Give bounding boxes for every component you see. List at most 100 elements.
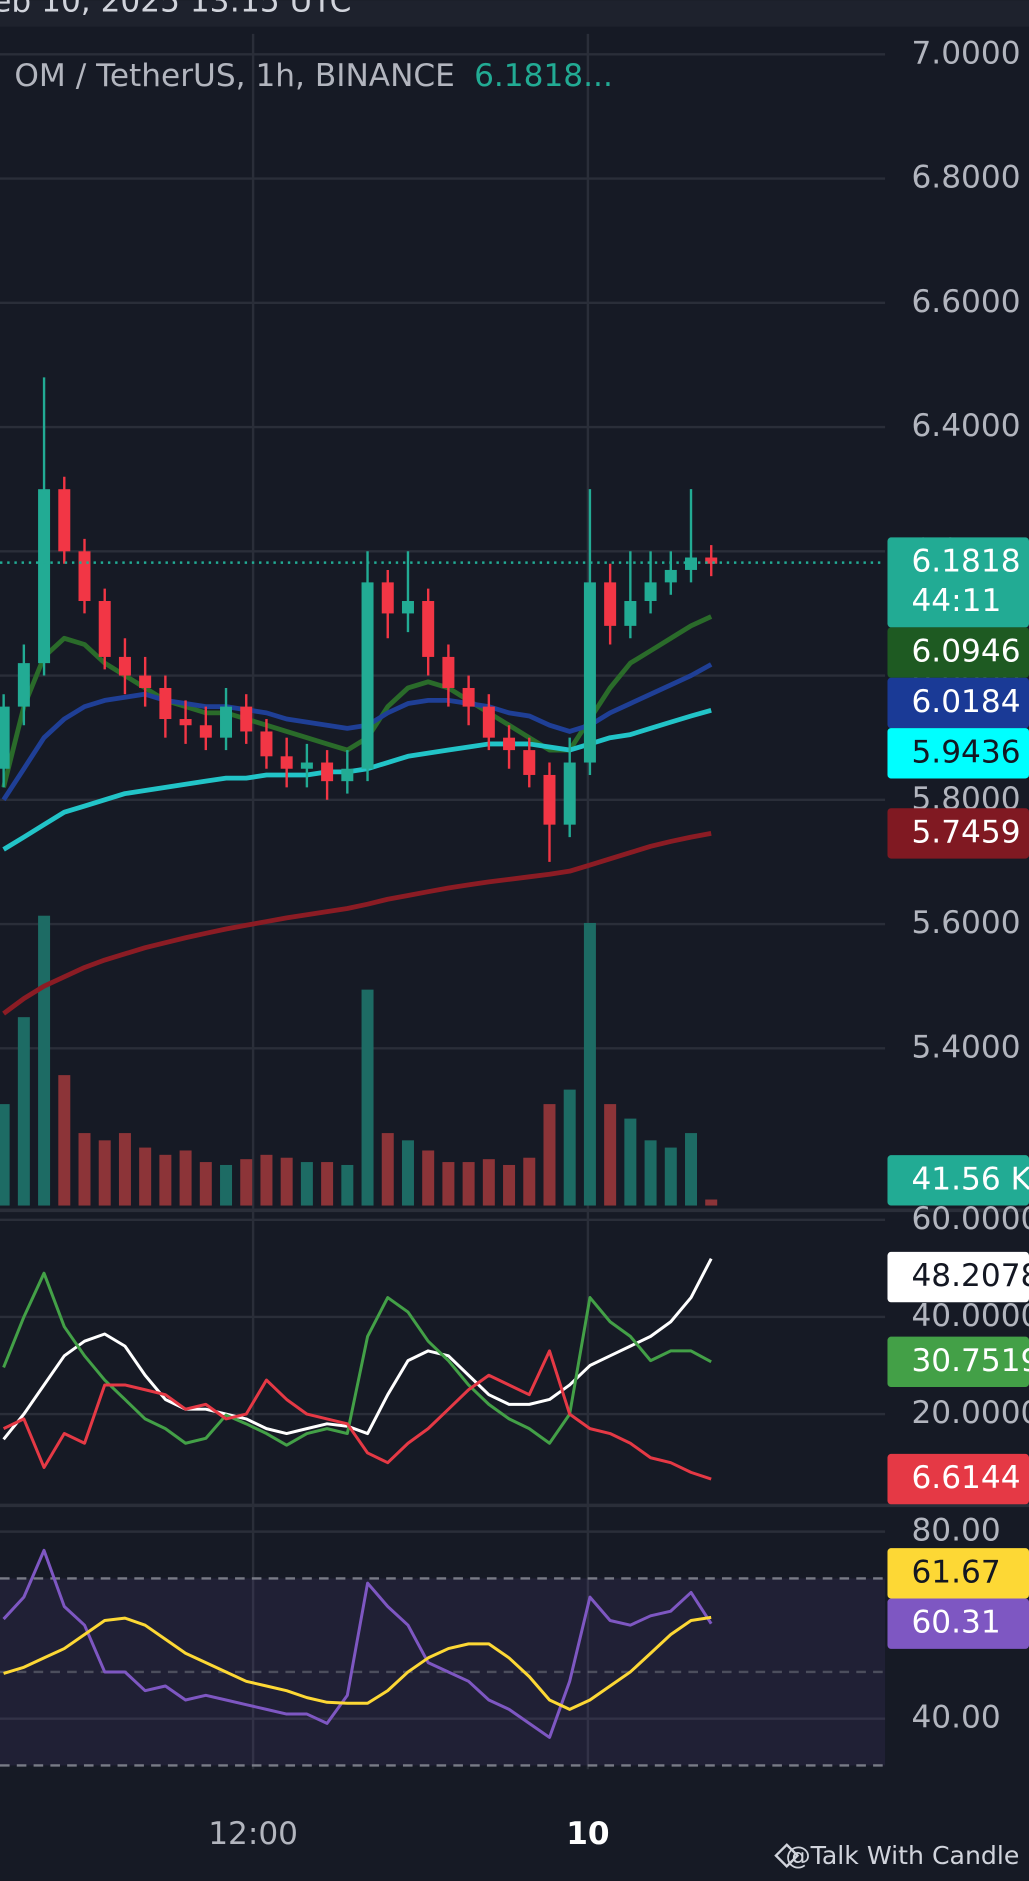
indicator-line <box>2 1548 713 1739</box>
volume-bar <box>442 1162 455 1206</box>
price-label-box <box>887 1598 1029 1649</box>
candle-body <box>401 601 414 614</box>
price-label: 6.0946 <box>911 634 1020 670</box>
candle-body <box>664 569 677 583</box>
countdown: 44:11 <box>911 583 1001 619</box>
candle-body <box>381 582 394 614</box>
y-tick-label: 60.0000 <box>911 1201 1029 1237</box>
candle-body <box>462 687 475 707</box>
y-tick-label: 20.0000 <box>911 1395 1029 1431</box>
date-strip <box>0 0 1029 27</box>
indicator-line <box>2 1271 712 1447</box>
volume-bar <box>543 1104 556 1206</box>
candle-body <box>604 582 617 626</box>
volume-bar <box>381 1133 394 1206</box>
price-label: 6.6144 <box>911 1460 1020 1496</box>
price-label: 48.2078 <box>911 1258 1029 1294</box>
candle-body <box>361 582 374 769</box>
last-value: 6.1818... <box>474 58 613 94</box>
volume-bar <box>422 1150 435 1206</box>
y-tick-label: 6.4000 <box>911 408 1020 444</box>
x-tick-label: 12:00 <box>208 1816 298 1852</box>
grid <box>0 33 886 1770</box>
candle-body <box>98 601 111 657</box>
candle-body <box>583 582 596 763</box>
x-tick-label: 10 <box>566 1816 609 1852</box>
candle-body <box>543 774 556 825</box>
volume-bar <box>462 1162 475 1206</box>
candle-body <box>624 601 637 626</box>
candle-body <box>280 756 293 769</box>
volume-bar <box>482 1159 495 1206</box>
price-label: 6.0184 <box>911 684 1020 720</box>
candle-body <box>220 706 233 738</box>
candle-body <box>523 750 536 775</box>
volume-bar <box>240 1159 253 1206</box>
volume-bar <box>583 922 596 1206</box>
volume-bar <box>78 1133 91 1206</box>
price-label-box <box>887 1251 1029 1303</box>
volume-bar <box>139 1147 152 1206</box>
indicator-line <box>2 831 712 1016</box>
candle-body <box>17 663 30 707</box>
volume-bar <box>705 1199 718 1206</box>
volume-bar <box>604 1104 617 1206</box>
volume-bar <box>361 989 374 1206</box>
volume-bar <box>280 1157 293 1206</box>
price-label: 6.1818 <box>911 544 1020 580</box>
price-label-box <box>887 1453 1029 1505</box>
price-label: 41.56 K <box>911 1161 1029 1197</box>
candle-body <box>341 768 354 782</box>
candle-body <box>563 762 576 825</box>
volume-bar <box>503 1164 516 1206</box>
chart-title: OM / TetherUS, 1h, BINANCE <box>14 58 454 94</box>
y-tick-label: 40.0000 <box>911 1298 1029 1334</box>
y-tick-label: 7.0000 <box>911 35 1020 71</box>
price-label: 61.67 <box>911 1554 1000 1590</box>
candle-body <box>179 719 192 726</box>
candle-body <box>159 687 172 720</box>
candle-body <box>442 656 455 688</box>
volume-bar <box>401 1140 414 1206</box>
y-tick-label: 80.00 <box>911 1513 1000 1549</box>
price-label: 60.31 <box>911 1605 1000 1641</box>
marks <box>0 377 886 1739</box>
volume-bar <box>38 915 51 1206</box>
candle-body <box>0 706 10 769</box>
indicator-line <box>2 1349 712 1481</box>
y-tick-label: 6.8000 <box>911 160 1020 196</box>
axis: 12:00105.40005.60005.80006.00006.20006.4… <box>208 35 1029 1852</box>
volume-bar <box>685 1133 698 1206</box>
candle-body <box>58 489 71 552</box>
candle-body <box>78 551 91 602</box>
volume-bar <box>644 1140 657 1206</box>
volume-bar <box>664 1147 677 1206</box>
candle-body <box>321 762 334 782</box>
volume-bar <box>199 1162 212 1206</box>
candle-body <box>644 582 657 602</box>
y-tick-label: 5.6000 <box>911 905 1020 941</box>
watermark: @Talk With Candle <box>785 1841 1019 1870</box>
price-label-box <box>887 627 1029 678</box>
volume-bar <box>563 1089 576 1206</box>
watermark-icon <box>774 1843 800 1869</box>
volume-bar <box>220 1164 233 1206</box>
price-label-box <box>887 1336 1029 1388</box>
candle-body <box>705 557 718 564</box>
volume-bar <box>58 1075 71 1206</box>
volume-bar <box>17 1017 30 1206</box>
price-label-box <box>887 537 1029 628</box>
candle-body <box>139 675 152 688</box>
candle-body <box>482 706 495 738</box>
candle-body <box>260 731 273 757</box>
price-label-box <box>887 1155 1029 1206</box>
indicator-line <box>3 1615 712 1711</box>
volume-bar <box>341 1164 354 1206</box>
volume-bar <box>321 1162 334 1206</box>
price-label: 5.9436 <box>911 734 1020 770</box>
candle-body <box>118 656 131 676</box>
volume-bar <box>260 1154 273 1206</box>
volume-bar <box>159 1154 172 1206</box>
